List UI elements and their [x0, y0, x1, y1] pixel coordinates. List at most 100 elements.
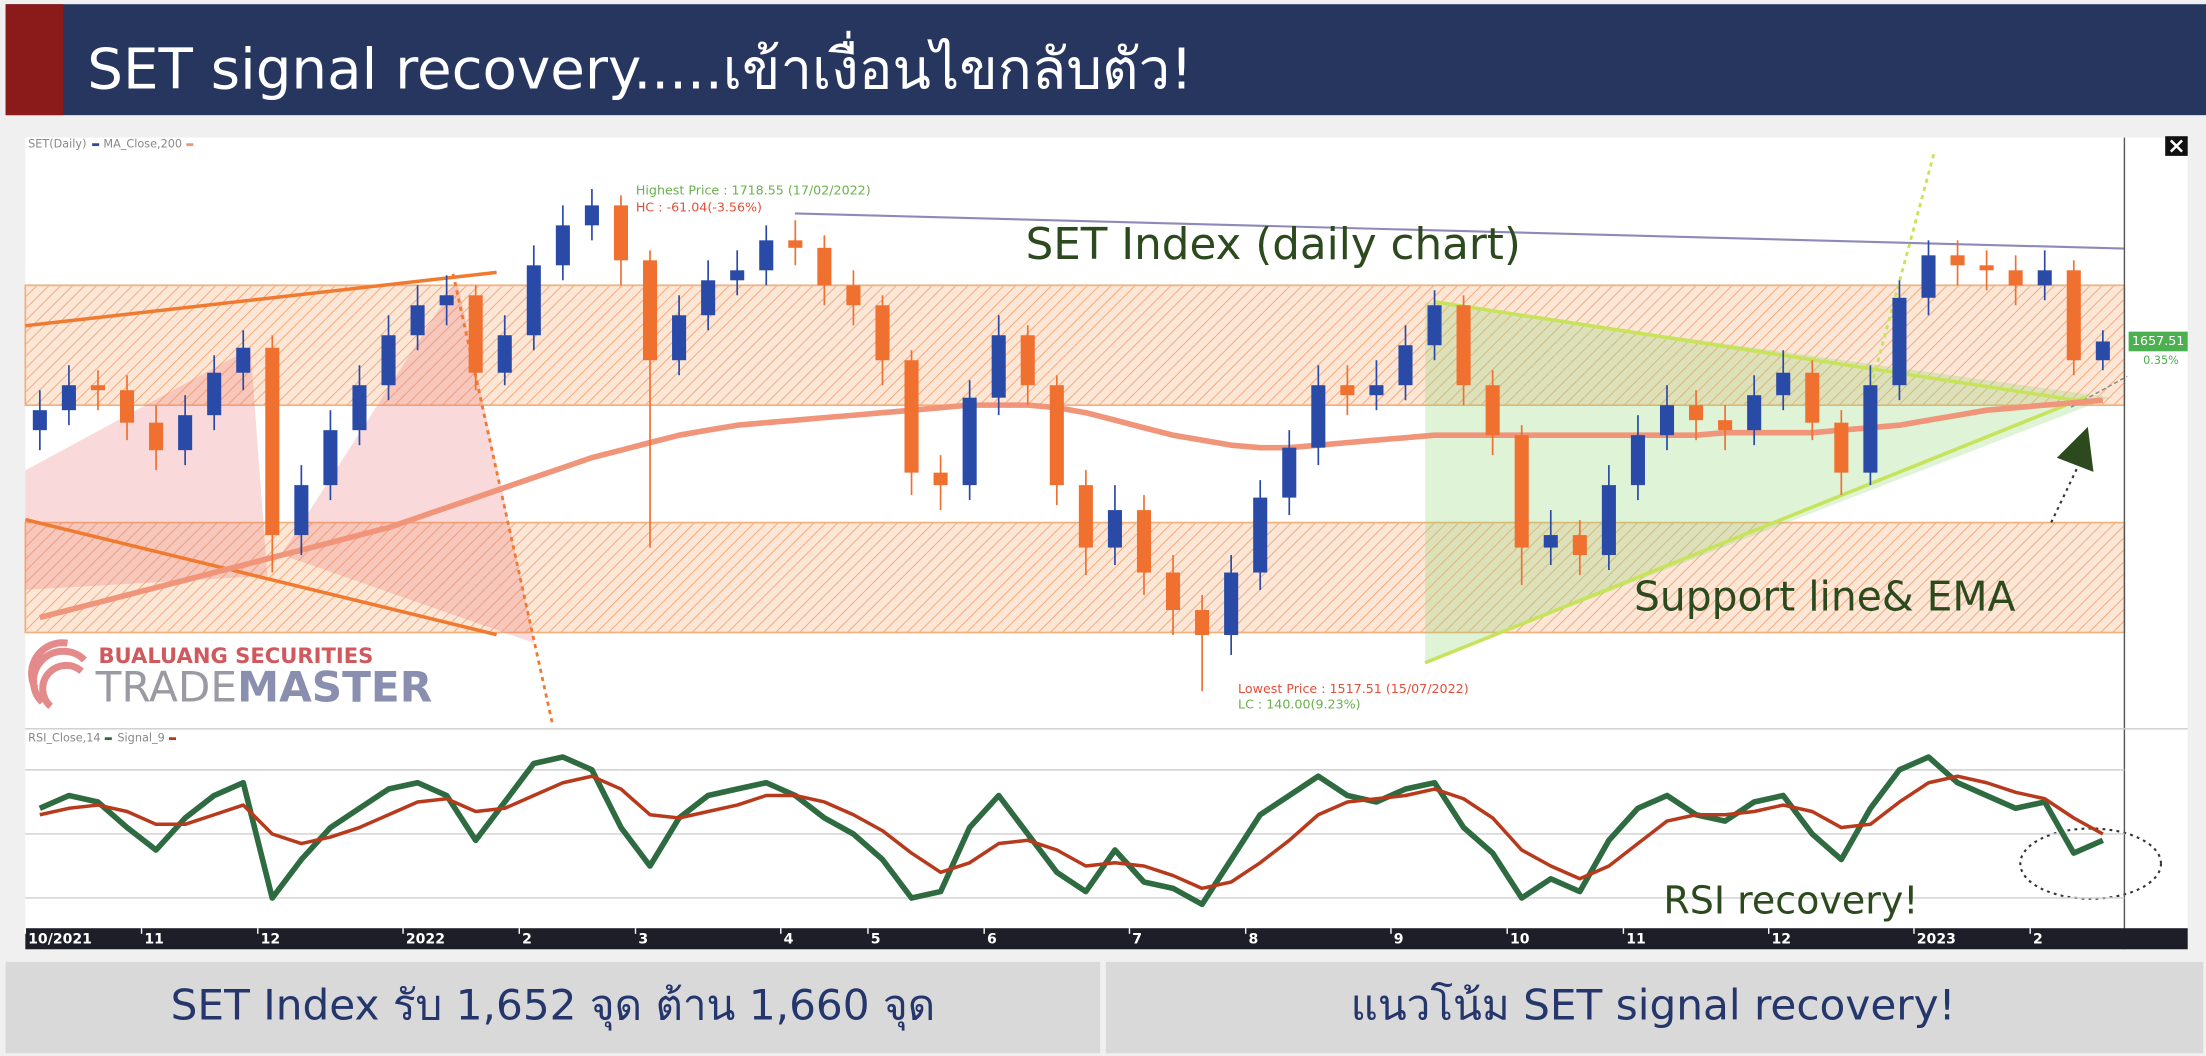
x-tick-label: 12	[261, 931, 281, 947]
candle-body	[61, 385, 76, 411]
candle-body	[1950, 255, 1965, 266]
footer-text: SET Index รับ 1,652 จุด ต้าน 1,660 จุด	[171, 981, 936, 1032]
logo-icon	[28, 639, 87, 709]
x-tick-label: 9	[1394, 931, 1404, 947]
candle-body	[1776, 372, 1791, 396]
candle-body	[730, 270, 745, 281]
candle-body	[817, 247, 832, 286]
x-tick-label: 2022	[406, 931, 445, 947]
x-tick-label: 4	[784, 931, 794, 947]
candle-body	[497, 335, 512, 373]
legend-label: SET(Daily)	[28, 138, 86, 151]
candle-body	[294, 485, 309, 536]
x-tick-label: 2	[522, 931, 532, 947]
x-tick-label: 10/2021	[28, 931, 92, 947]
legend-label: RSI_Close,14	[28, 732, 100, 745]
candle-body	[1485, 385, 1500, 436]
price-zone	[24, 284, 2126, 407]
candle-body	[2008, 270, 2023, 286]
trend-line	[24, 517, 498, 637]
candle-body	[1078, 485, 1093, 548]
candle-body	[119, 390, 135, 423]
candle-body	[846, 285, 861, 306]
candle-body	[1107, 510, 1122, 548]
footer-box	[5, 961, 1101, 1054]
candle-body	[701, 280, 716, 316]
header-accent	[5, 4, 64, 116]
candle-body	[381, 335, 396, 386]
candle-body	[672, 315, 687, 361]
candle-body	[2095, 341, 2110, 361]
candle-body	[1224, 572, 1239, 635]
x-tick-label: 2023	[1917, 931, 1956, 947]
candle-body	[32, 410, 47, 431]
candle-body	[1427, 305, 1442, 346]
candle-body	[1543, 535, 1558, 548]
logo-trade: TRADE	[95, 662, 237, 711]
candle-body	[1979, 265, 1994, 271]
annotation: HC : -61.04(-3.56%)	[636, 199, 762, 214]
candle-body	[904, 360, 919, 473]
candle-body	[1253, 497, 1268, 573]
candle-body	[323, 430, 338, 486]
x-tick-label: 7	[1132, 931, 1142, 947]
candle-body	[1340, 385, 1355, 396]
candle-body	[352, 385, 367, 431]
candle-body	[584, 205, 599, 226]
header-bar	[5, 4, 2206, 116]
legend-swatch	[104, 737, 112, 741]
candle-body	[642, 260, 658, 361]
candle-body	[1136, 510, 1152, 573]
candle-body	[613, 205, 629, 261]
chart-title: SET Index (daily chart)	[1026, 220, 1521, 270]
candle-body	[1747, 395, 1762, 431]
candle-body	[526, 265, 541, 336]
last-change-label: 0.35%	[2143, 354, 2179, 367]
x-tick-label: 11	[1626, 931, 1646, 947]
x-tick-label: 2	[2033, 931, 2043, 947]
candle-body	[1456, 305, 1471, 386]
candle-body	[1049, 385, 1064, 486]
candle-body	[1921, 255, 1936, 298]
trend-line	[1434, 300, 2086, 404]
candle-body	[1718, 420, 1733, 431]
trend-line	[794, 212, 2125, 250]
candle-body	[1892, 297, 1907, 386]
annotation: RSI recovery!	[1663, 878, 1918, 922]
annotation: LC : 140.00(9.23%)	[1238, 696, 1361, 711]
candle-body	[962, 397, 977, 486]
candle-body	[875, 305, 890, 361]
candle-body	[555, 225, 570, 266]
candle-body	[439, 295, 454, 306]
x-tick-label: 12	[1772, 931, 1792, 947]
x-tick-label: 6	[987, 931, 997, 947]
legend-swatch	[168, 737, 177, 741]
candle-body	[991, 335, 1006, 398]
candle-body	[178, 415, 193, 451]
last-price-label: 1657.51	[2132, 333, 2184, 348]
candle-body	[2066, 270, 2081, 361]
candle-body	[1282, 447, 1297, 498]
candle-body	[1195, 610, 1210, 635]
logo-top: BUALUANG SECURITIES	[98, 643, 373, 668]
legend-swatch	[186, 143, 194, 147]
candle-body	[1630, 435, 1645, 486]
triangle-shade	[1425, 301, 2111, 663]
candle-body	[1834, 422, 1849, 473]
legend-swatch	[92, 143, 100, 147]
logo-master: MASTER	[237, 662, 432, 711]
candle-body	[265, 347, 280, 536]
candle-body	[410, 305, 425, 336]
candle-body	[1572, 535, 1587, 556]
candle-body	[759, 240, 774, 271]
moving-average-line	[39, 397, 2104, 621]
footer-box	[1105, 961, 2204, 1054]
candle-body	[2037, 270, 2052, 286]
candle-body	[1689, 405, 1704, 421]
legend-label: MA_Close,200	[103, 138, 182, 151]
candle-body	[1166, 572, 1181, 611]
annotation: Lowest Price : 1517.51 (15/07/2022)	[1238, 681, 1469, 696]
x-tick-label: 8	[1248, 931, 1258, 947]
